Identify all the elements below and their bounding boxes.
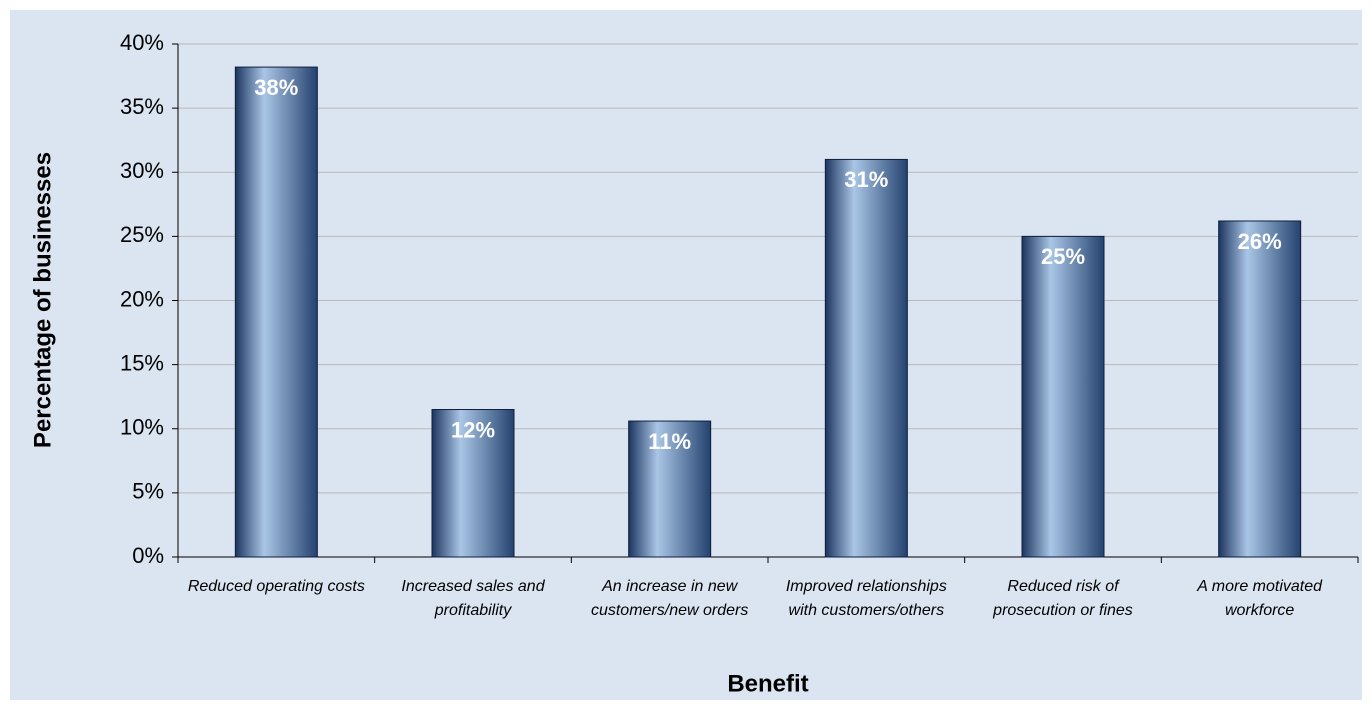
y-tick-label: 0% <box>132 543 164 568</box>
data-label: 25% <box>1041 244 1085 269</box>
data-label: 38% <box>254 75 298 100</box>
y-tick-label: 25% <box>120 222 164 247</box>
y-tick-label: 5% <box>132 479 164 504</box>
y-axis-title: Percentage of businesses <box>29 152 56 448</box>
x-tick-label: Improved relationships with customers/ot… <box>785 578 947 619</box>
x-tick-label: Reduced operating costs <box>187 578 365 595</box>
y-tick-label: 30% <box>120 158 164 183</box>
data-label: 26% <box>1238 229 1282 254</box>
y-tick-label: 20% <box>120 286 164 311</box>
bar <box>431 409 515 558</box>
bar <box>824 158 908 558</box>
x-tick-label: Increased sales and profitability <box>401 578 545 619</box>
bar <box>234 66 318 558</box>
x-axis-title: Benefit <box>727 670 808 697</box>
data-label: 11% <box>648 429 691 454</box>
y-tick-label: 15% <box>120 350 164 375</box>
y-tick-label: 40% <box>120 30 164 55</box>
x-tick-label: Reduced risk of prosecution or fines <box>993 578 1133 619</box>
data-label: 31% <box>844 167 888 192</box>
y-tick-label: 35% <box>120 94 164 119</box>
bar <box>1021 235 1105 558</box>
y-tick-label: 10% <box>120 415 164 440</box>
bar <box>1218 220 1302 558</box>
data-label: 12% <box>451 417 495 442</box>
x-tick-label: An increase in new customers/new orders <box>590 578 749 619</box>
bar <box>628 420 712 558</box>
x-tick-label: A more motivated workforce <box>1197 578 1323 619</box>
